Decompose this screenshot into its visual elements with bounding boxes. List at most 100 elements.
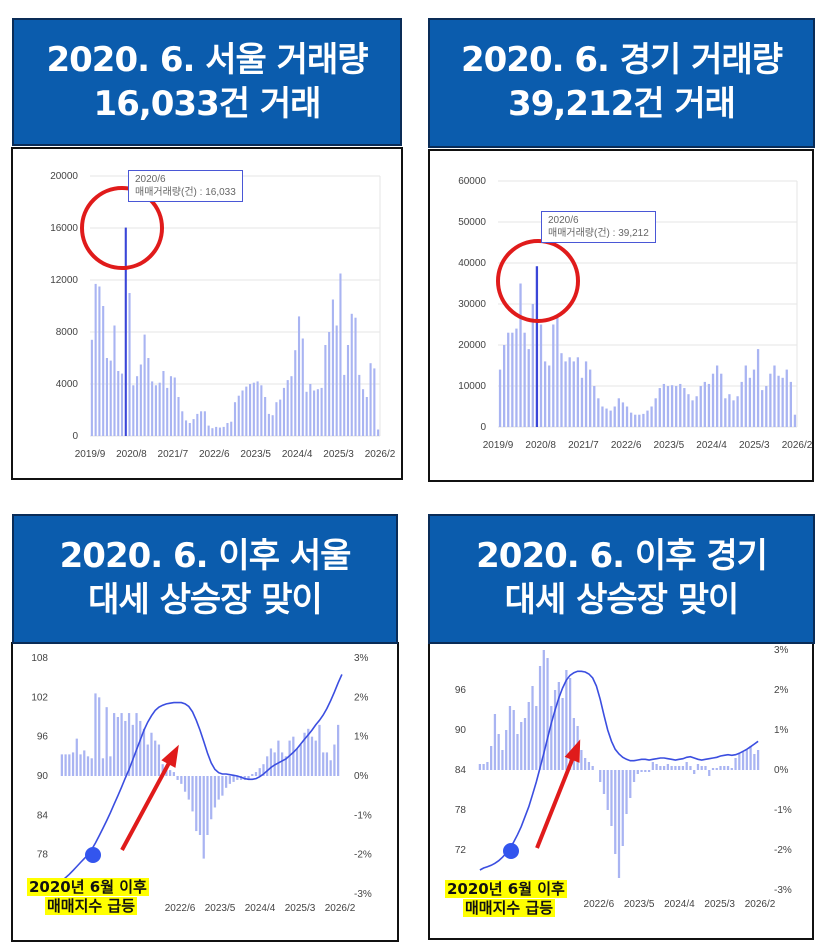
banner-title-line2: 대세 상승장 맞이 xyxy=(88,580,323,620)
start-dot xyxy=(503,843,519,859)
bar xyxy=(511,332,514,427)
bar xyxy=(150,732,153,776)
bar xyxy=(527,702,530,770)
bar xyxy=(128,293,131,436)
bar xyxy=(158,382,161,436)
bar xyxy=(318,724,321,776)
bar xyxy=(736,396,739,427)
bar xyxy=(154,385,157,436)
bar xyxy=(789,381,793,427)
bar xyxy=(322,752,325,776)
bar xyxy=(501,750,504,770)
highlight-circle xyxy=(496,239,580,323)
bar xyxy=(247,776,250,780)
bar xyxy=(675,386,678,427)
bar xyxy=(264,397,267,436)
bar xyxy=(606,770,609,810)
x-tick-label: 2024/4 xyxy=(696,440,727,451)
bar xyxy=(753,754,756,770)
x-tick-label: 2024/4 xyxy=(245,903,276,914)
trend-arrow-head xyxy=(564,739,581,763)
x-tick-label: 2019/9 xyxy=(75,449,106,460)
y-left-tick-label: 108 xyxy=(31,653,48,664)
bar xyxy=(113,713,116,776)
bar xyxy=(350,313,353,436)
bar xyxy=(305,391,308,436)
bar xyxy=(254,772,258,776)
y-tick-label: 40000 xyxy=(458,258,486,269)
bar xyxy=(707,383,711,427)
bar xyxy=(282,387,286,436)
bar xyxy=(157,744,161,776)
bar xyxy=(638,414,641,427)
bar xyxy=(286,380,289,436)
bar xyxy=(508,706,512,770)
bar xyxy=(267,413,270,436)
bar xyxy=(625,770,628,814)
x-tick-label: 2020/8 xyxy=(525,440,556,451)
y-tick-label: 8000 xyxy=(56,327,79,338)
bar xyxy=(740,381,743,427)
bar xyxy=(700,766,703,770)
bar xyxy=(101,758,105,776)
bar xyxy=(90,758,93,776)
bar xyxy=(147,358,150,436)
bar xyxy=(284,756,287,776)
bar xyxy=(748,377,752,427)
banner-gyeonggi-index: 2020. 6. 이후 경기 대세 상승장 맞이 xyxy=(428,514,815,644)
trend-arrow xyxy=(120,749,178,851)
bar xyxy=(670,766,673,770)
bar xyxy=(565,670,568,770)
bar xyxy=(329,760,332,776)
bar xyxy=(647,770,651,772)
bar xyxy=(188,423,191,436)
bar xyxy=(210,776,213,820)
bar xyxy=(211,428,214,436)
bar xyxy=(151,381,154,436)
bar xyxy=(215,426,218,436)
bar xyxy=(361,389,365,436)
banner-seoul-volume: 2020. 6. 서울 거래량 16,033건 거래 xyxy=(12,18,402,146)
bar xyxy=(651,762,654,770)
y-tick-label: 12000 xyxy=(50,275,78,286)
y-tick-label: 16000 xyxy=(50,223,78,234)
bar xyxy=(711,768,715,770)
bar xyxy=(543,361,547,427)
bar xyxy=(94,693,97,776)
bar xyxy=(685,762,688,770)
bar xyxy=(498,369,502,427)
bar xyxy=(542,650,545,770)
bar xyxy=(64,754,67,776)
index-line xyxy=(61,674,343,882)
bar xyxy=(689,766,692,770)
bar xyxy=(556,316,559,427)
bar xyxy=(687,394,690,427)
bar xyxy=(71,752,75,776)
bar xyxy=(377,429,380,436)
bar xyxy=(237,395,240,436)
bar xyxy=(222,426,225,436)
bar xyxy=(773,365,776,427)
y-right-tick-label: 3% xyxy=(774,645,789,656)
bar xyxy=(266,756,269,776)
bar xyxy=(271,415,274,436)
bar xyxy=(659,766,662,770)
y-right-tick-label: 1% xyxy=(354,732,369,743)
bar xyxy=(745,750,748,770)
bar xyxy=(636,770,639,774)
bar xyxy=(749,746,752,770)
bar xyxy=(162,371,165,436)
bar xyxy=(658,388,661,427)
bar xyxy=(337,724,340,776)
bar xyxy=(538,666,542,770)
y-right-tick-label: -2% xyxy=(354,850,372,861)
bar xyxy=(120,713,123,776)
bar xyxy=(198,776,202,835)
bar xyxy=(723,766,726,770)
bar xyxy=(719,766,722,770)
bar xyxy=(670,385,674,427)
bar xyxy=(131,724,134,776)
y-left-tick-label: 90 xyxy=(37,771,49,782)
bar xyxy=(135,713,138,776)
bar xyxy=(346,345,350,436)
